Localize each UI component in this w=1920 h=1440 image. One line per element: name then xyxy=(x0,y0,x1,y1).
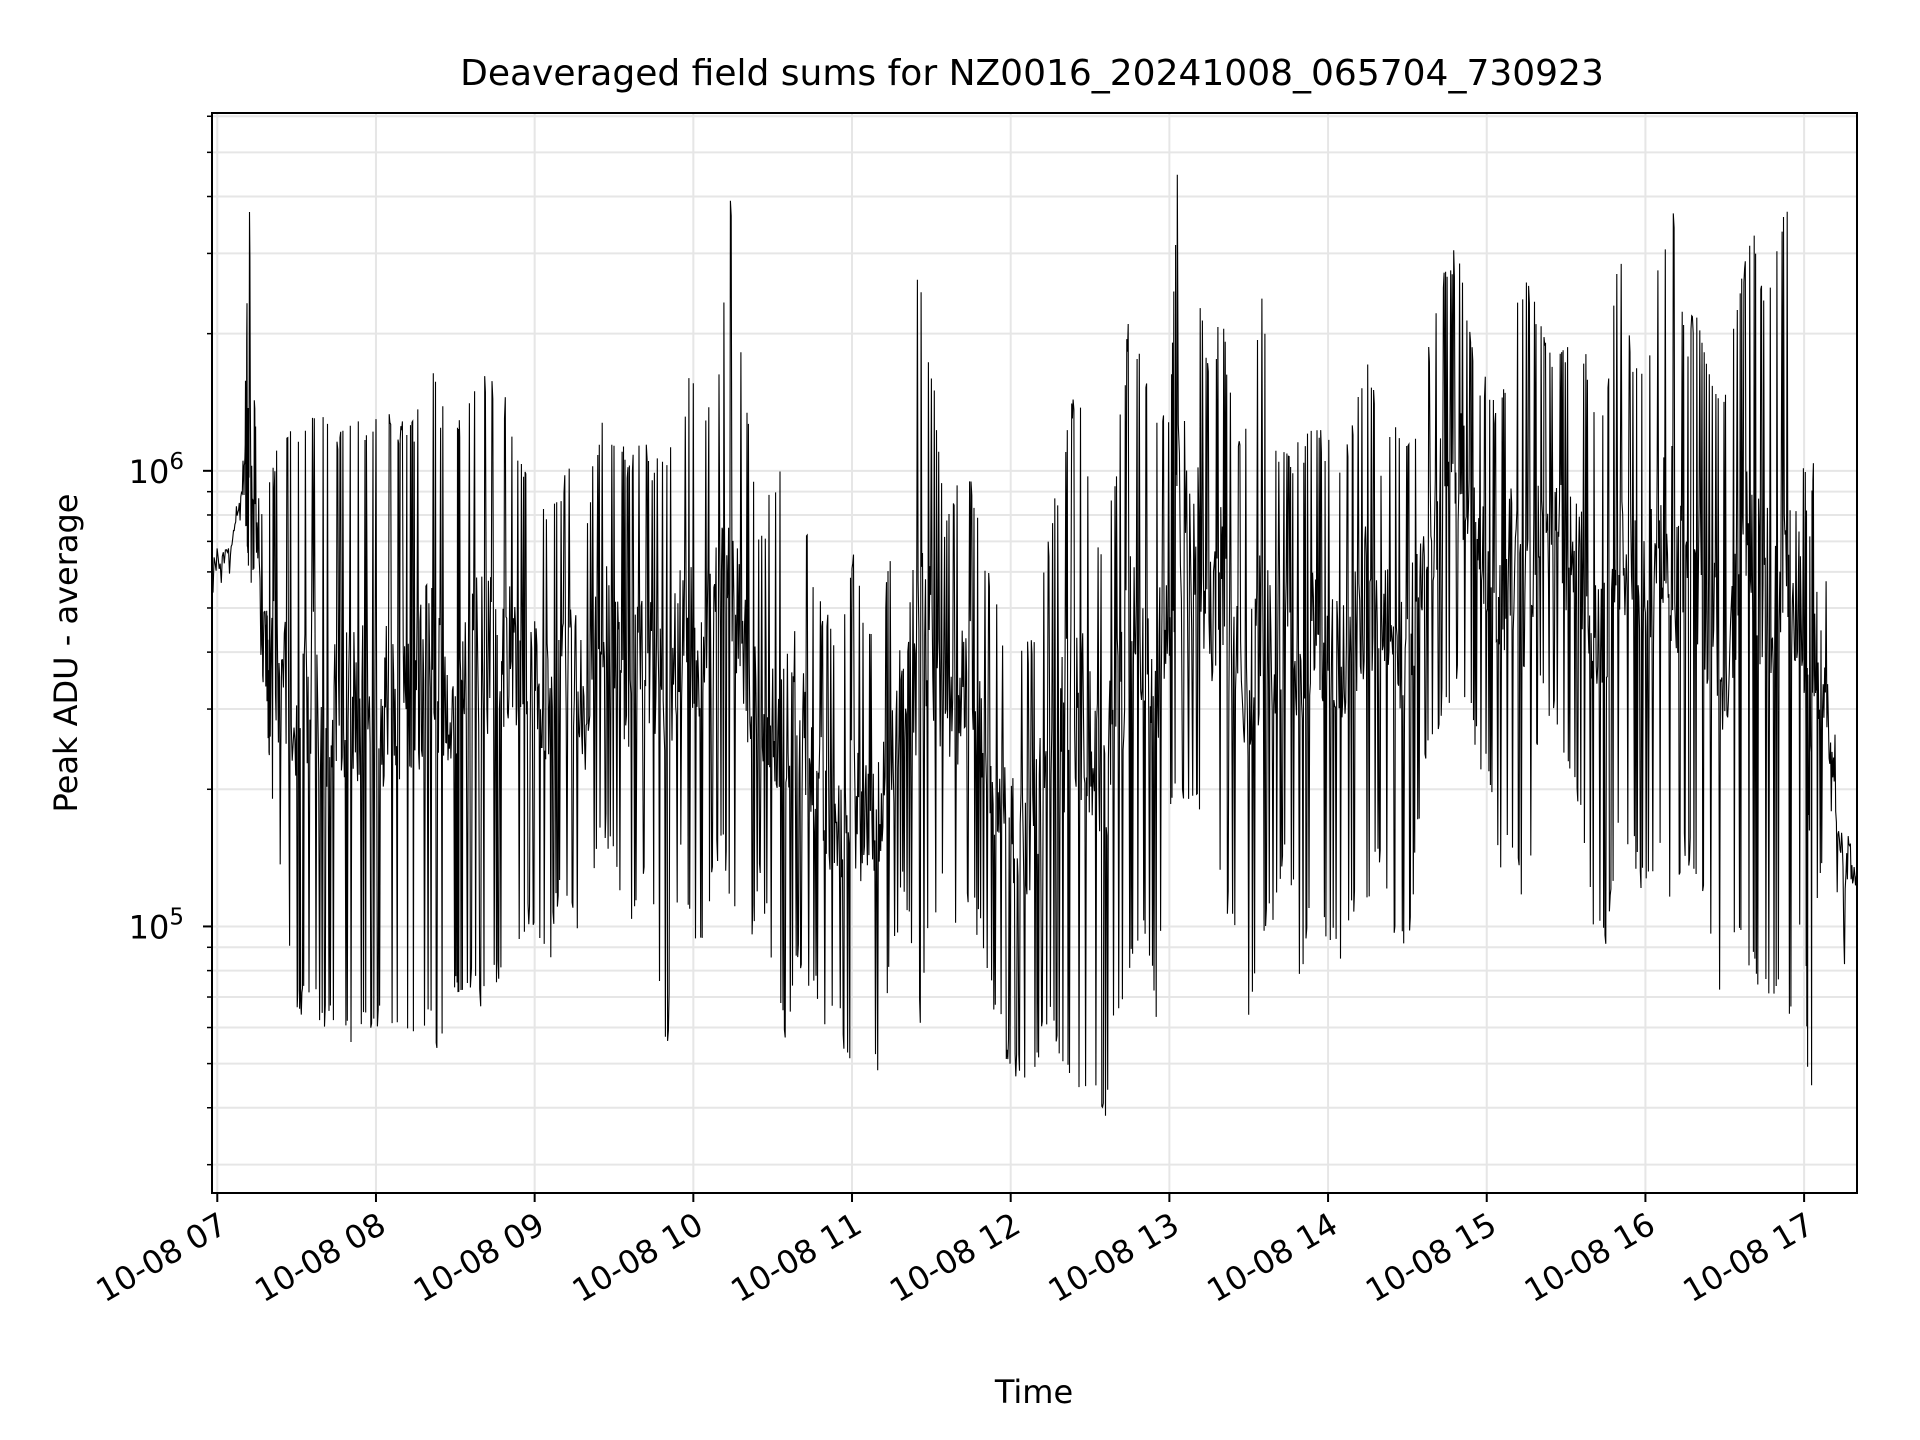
x-tick-label: 10-08 17 xyxy=(1677,1205,1821,1310)
axes-frame xyxy=(211,112,1858,1194)
chart-title: Deaveraged field sums for NZ0016_2024100… xyxy=(460,53,1604,94)
plot-area xyxy=(211,174,1858,1116)
x-tick-label: 10-08 15 xyxy=(1359,1205,1503,1310)
x-axis-ticks: 10-08 07 10-08 08 10-08 09 10-08 10 10-08 11… xyxy=(90,1193,1820,1310)
x-tick-label: 10-08 12 xyxy=(883,1205,1027,1310)
x-tick-label: 10-08 13 xyxy=(1042,1205,1186,1310)
x-axis-label: Time xyxy=(994,1373,1073,1411)
data-series-line xyxy=(211,174,1858,1116)
y-axis-ticks: 105 106 xyxy=(129,115,212,1166)
x-tick-label: 10-08 10 xyxy=(566,1205,710,1310)
x-tick-label: 10-08 14 xyxy=(1200,1205,1344,1310)
x-tick-label: 10-08 11 xyxy=(724,1205,868,1310)
y-tick-label: 106 xyxy=(129,449,184,491)
x-tick-label: 10-08 16 xyxy=(1518,1205,1662,1310)
x-tick-label: 10-08 07 xyxy=(90,1205,234,1310)
x-tick-label: 10-08 08 xyxy=(248,1205,392,1310)
x-tick-label: 10-08 09 xyxy=(407,1205,551,1310)
y-axis-label: Peak ADU - average xyxy=(47,494,85,813)
y-tick-label: 105 xyxy=(129,904,184,946)
